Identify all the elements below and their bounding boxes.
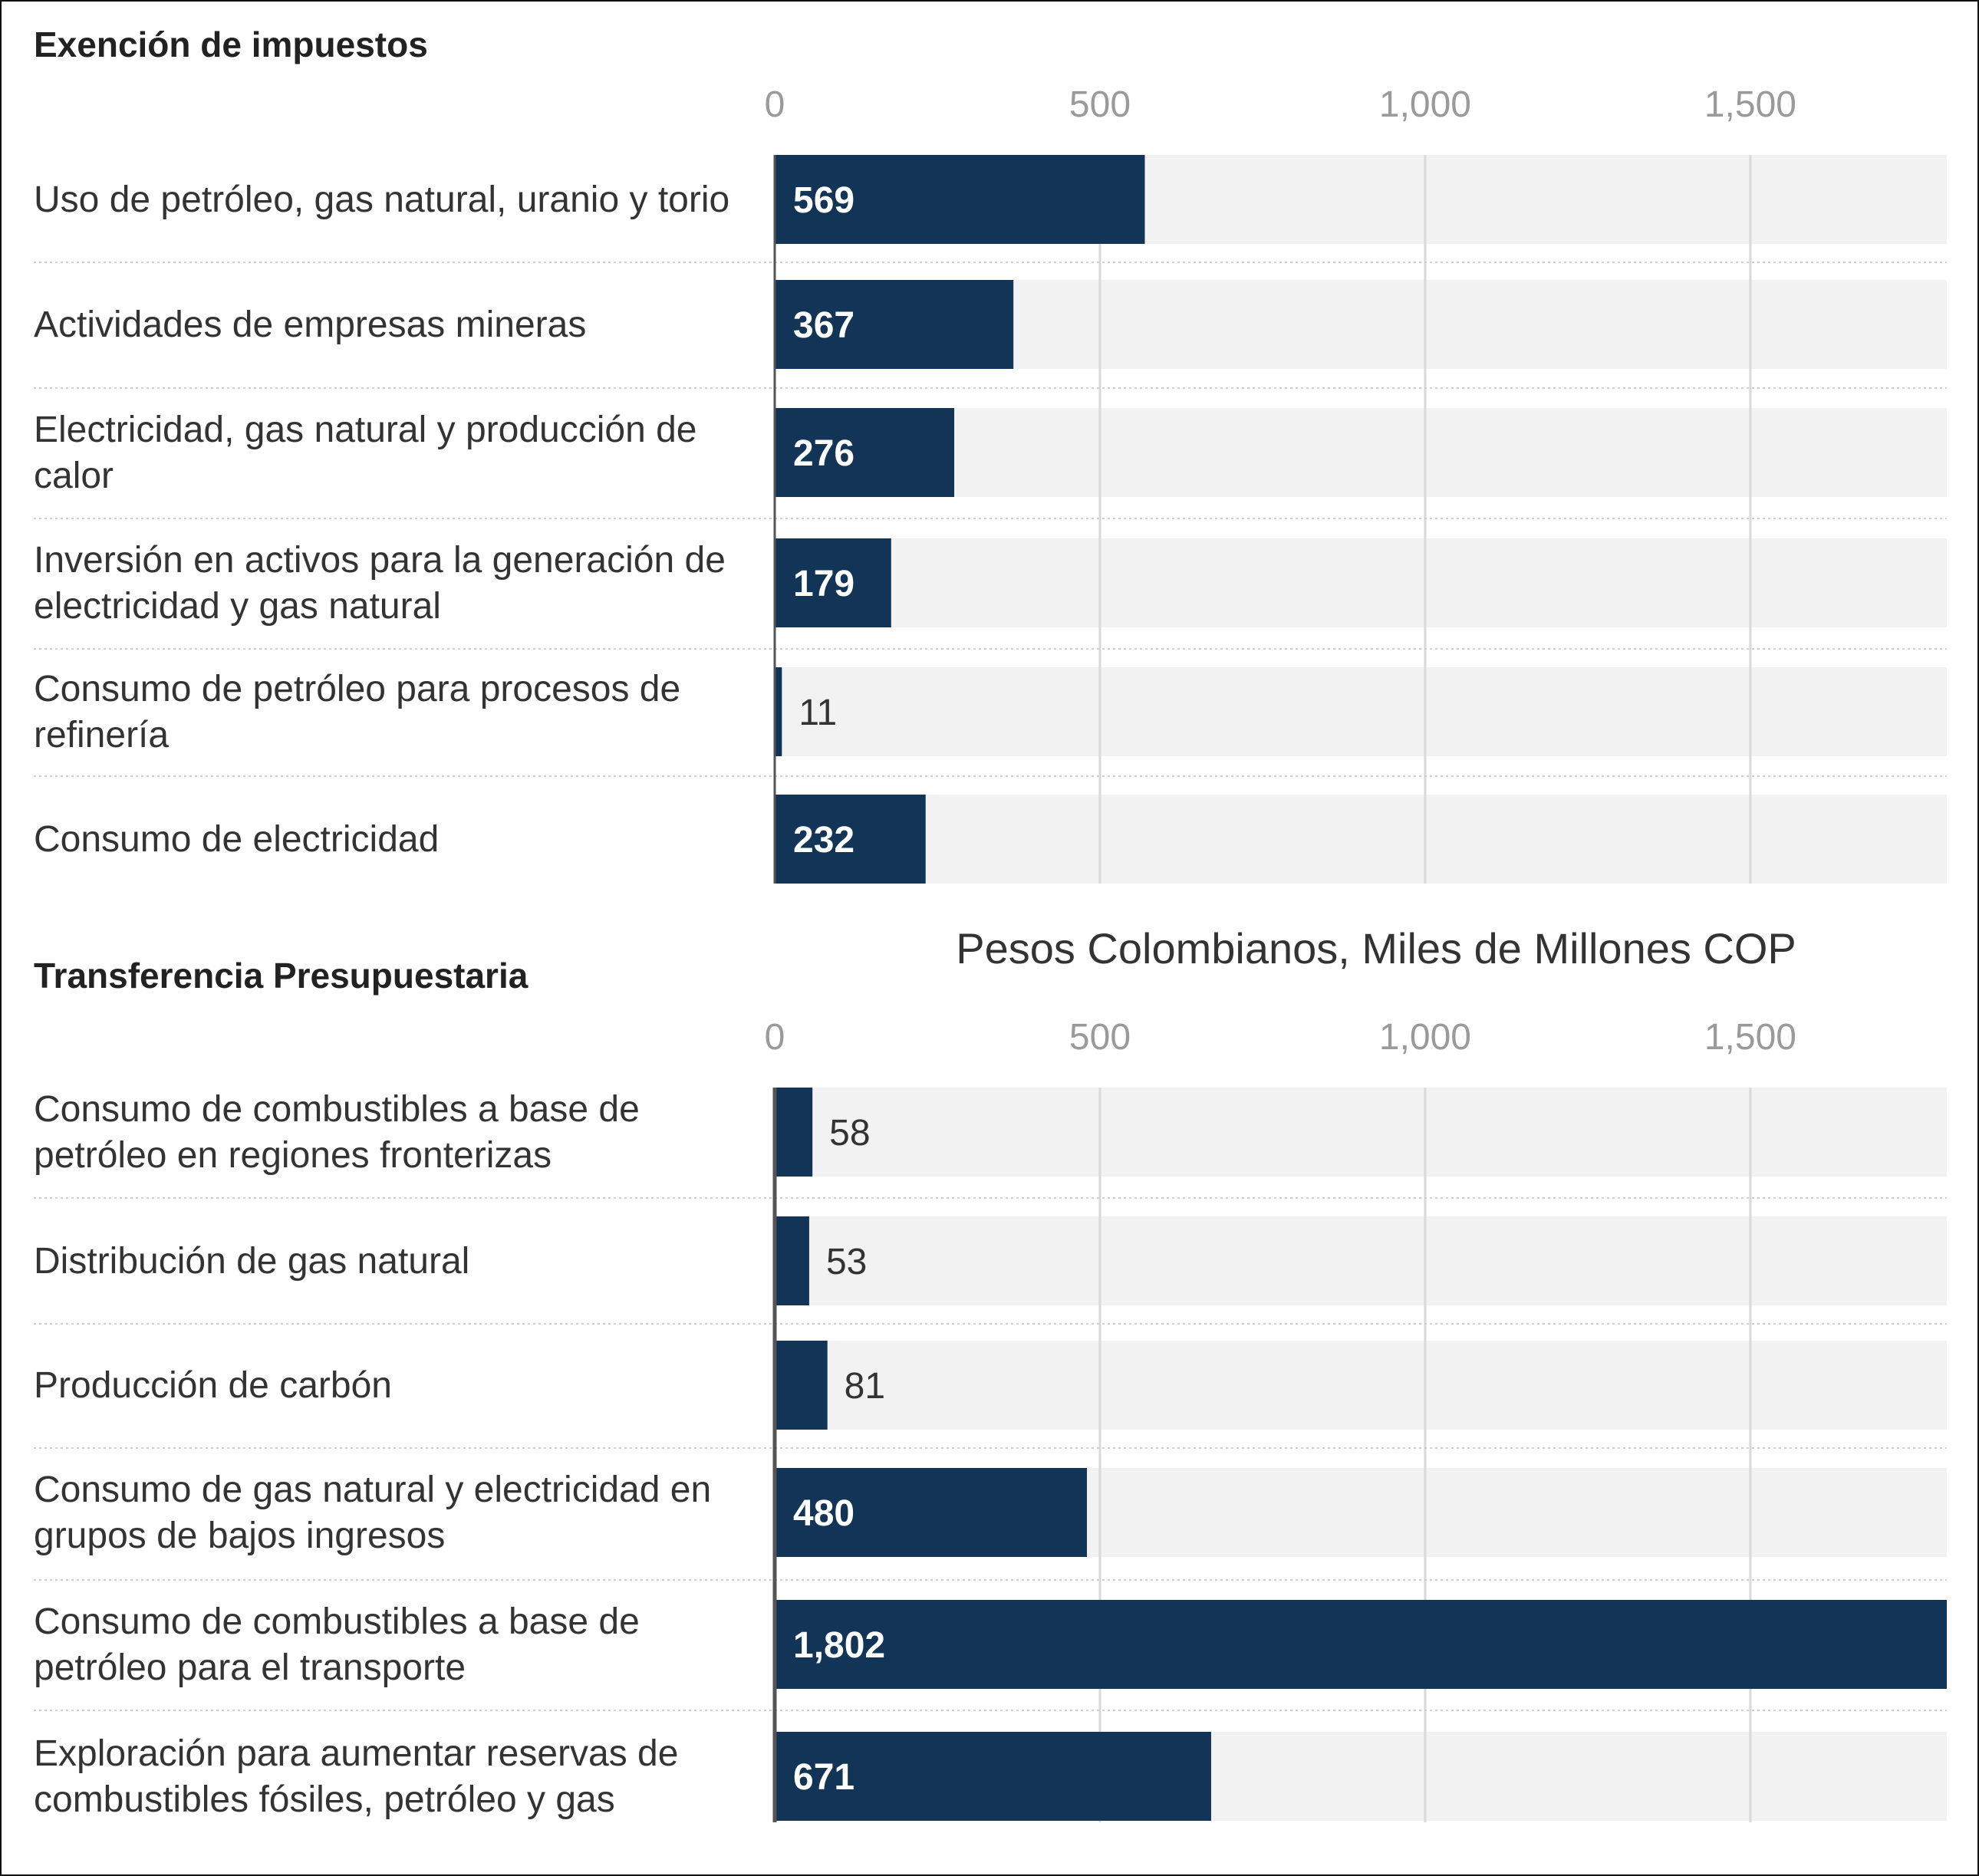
bar — [775, 155, 1145, 244]
data-label: 569 — [793, 180, 854, 221]
bar — [775, 538, 891, 627]
data-label: 276 — [793, 433, 854, 474]
bar — [775, 1732, 1211, 1821]
bar-track — [775, 667, 1947, 756]
bar — [775, 795, 926, 884]
tick-label: 500 — [1069, 84, 1131, 125]
bar — [775, 280, 1014, 369]
data-label: 1,802 — [793, 1625, 885, 1666]
bar — [775, 408, 955, 497]
data-label: 671 — [793, 1757, 854, 1798]
data-label: 367 — [793, 305, 854, 346]
data-label: 53 — [826, 1242, 867, 1282]
tick-label: 0 — [765, 84, 785, 125]
category-label: Consumo de electricidad — [34, 819, 439, 860]
axis-title: Pesos Colombianos, Miles de Millones COP — [956, 924, 1796, 973]
category-label: petróleo para el transporte — [34, 1647, 466, 1688]
category-label: calor — [34, 456, 114, 496]
category-label: Consumo de combustibles a base de — [34, 1601, 640, 1642]
category-label: Distribución de gas natural — [34, 1241, 469, 1282]
tick-label: 1,000 — [1379, 84, 1471, 125]
bar — [775, 1088, 813, 1177]
bar — [775, 1341, 828, 1430]
tick-label: 1,000 — [1379, 1017, 1471, 1058]
bar — [775, 1468, 1088, 1557]
section-title: Transferencia Presupuestaria — [34, 956, 529, 996]
tick-label: 1,500 — [1704, 1017, 1796, 1058]
category-label: electricidad y gas natural — [34, 586, 441, 627]
bar-track — [775, 795, 1947, 884]
bar-track — [775, 1216, 1947, 1305]
category-label: Producción de carbón — [34, 1365, 392, 1406]
tick-label: 500 — [1069, 1017, 1131, 1058]
category-label: Actividades de empresas mineras — [34, 304, 586, 345]
category-label: petróleo en regiones fronterizas — [34, 1135, 552, 1176]
category-label: Consumo de gas natural y electricidad en — [34, 1470, 711, 1510]
bar-track — [775, 538, 1947, 627]
data-label: 480 — [793, 1493, 854, 1534]
bar-track — [775, 1088, 1947, 1177]
data-label: 232 — [793, 820, 854, 861]
bar — [775, 667, 782, 756]
category-label: refinería — [34, 715, 169, 755]
data-label: 11 — [799, 693, 837, 733]
data-label: 58 — [829, 1113, 870, 1154]
category-label: Consumo de petróleo para procesos de — [34, 669, 680, 709]
category-label: Uso de petróleo, gas natural, uranio y t… — [34, 179, 729, 220]
category-label: Electricidad, gas natural y producción d… — [34, 410, 697, 450]
section-title: Exención de impuestos — [34, 25, 428, 64]
category-label: combustibles fósiles, petróleo y gas — [34, 1779, 615, 1820]
tick-label: 1,500 — [1704, 84, 1796, 125]
bar — [775, 1216, 809, 1305]
bar — [775, 1600, 1947, 1689]
category-label: Consumo de combustibles a base de — [34, 1089, 640, 1130]
bar-track — [775, 1341, 1947, 1430]
data-label: 179 — [793, 564, 854, 604]
tick-label: 0 — [765, 1017, 785, 1058]
category-label: Inversión en activos para la generación … — [34, 540, 726, 581]
data-label: 81 — [845, 1366, 885, 1407]
category-label: grupos de bajos ingresos — [34, 1516, 445, 1556]
category-label: Exploración para aumentar reservas de — [34, 1733, 678, 1774]
